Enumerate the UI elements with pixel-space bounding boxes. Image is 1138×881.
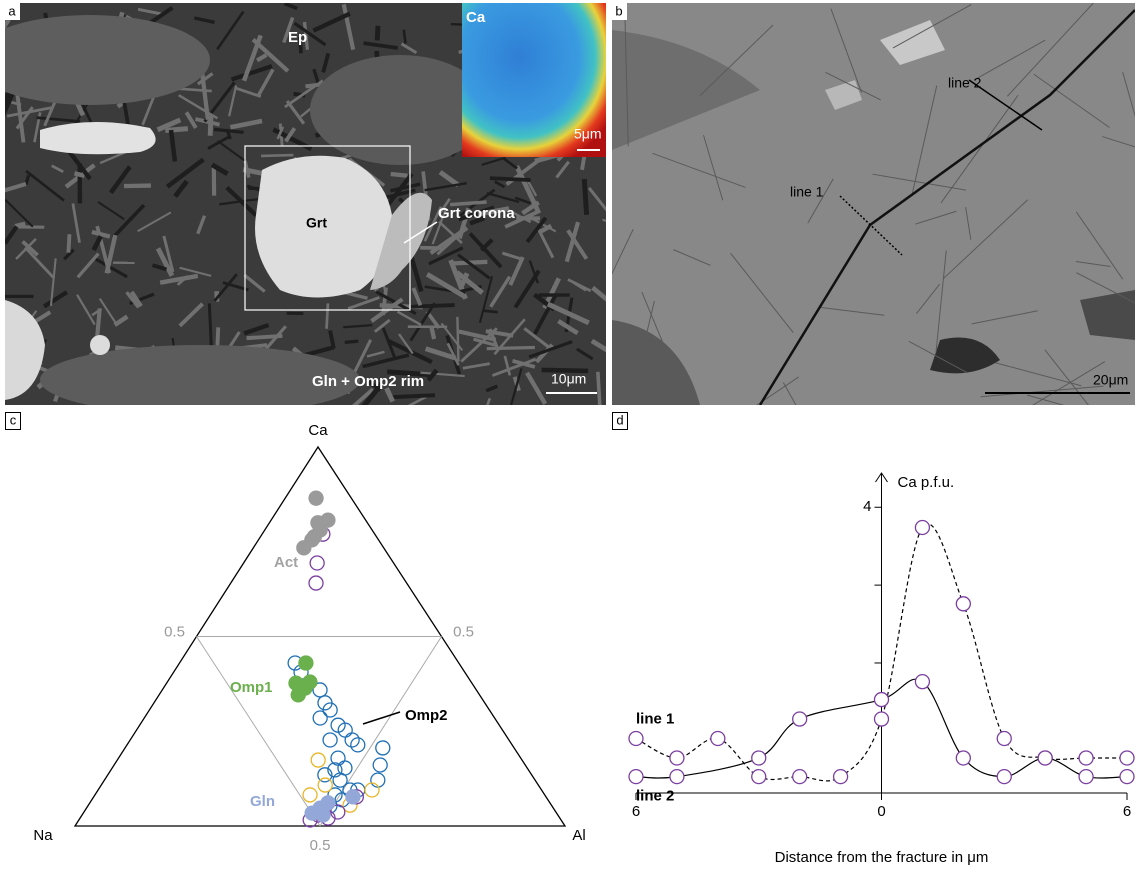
marker bbox=[956, 751, 970, 765]
x-tick-label: 6 bbox=[632, 803, 640, 820]
marker bbox=[1120, 770, 1134, 784]
marker bbox=[1079, 751, 1093, 765]
texture bbox=[487, 348, 535, 349]
marker bbox=[1079, 770, 1093, 784]
leader-line bbox=[363, 712, 400, 724]
annotation: Omp2 bbox=[405, 707, 448, 724]
texture bbox=[584, 179, 586, 215]
data-point bbox=[318, 778, 332, 792]
texture bbox=[404, 30, 406, 44]
x-tick-label: 6 bbox=[1123, 803, 1131, 820]
marker bbox=[629, 731, 643, 745]
texture bbox=[377, 26, 378, 41]
texture bbox=[247, 336, 283, 338]
marker bbox=[997, 770, 1011, 784]
data-point bbox=[376, 741, 390, 755]
x-tick-label: 0 bbox=[877, 803, 885, 820]
y-axis-label: Ca p.f.u. bbox=[898, 474, 955, 491]
tick-label: 0.5 bbox=[164, 623, 185, 640]
texture bbox=[432, 328, 435, 339]
annotation: Omp1 bbox=[230, 679, 273, 696]
data-point bbox=[310, 556, 324, 570]
y-tick-label: 4 bbox=[863, 498, 871, 515]
page: { "panels": { "a": {"label": "a", "ep": … bbox=[0, 0, 1138, 881]
texture bbox=[74, 173, 84, 175]
data-point bbox=[309, 491, 323, 505]
texture bbox=[411, 305, 455, 307]
data-point bbox=[299, 656, 313, 670]
legend-label: line 1 bbox=[636, 710, 674, 727]
texture bbox=[391, 174, 408, 176]
data-point bbox=[303, 675, 317, 689]
marker bbox=[915, 675, 929, 689]
vertex-label: Ca bbox=[308, 422, 328, 439]
marker bbox=[670, 751, 684, 765]
texture bbox=[582, 156, 584, 170]
phase-label: Grt corona bbox=[438, 205, 515, 222]
data-point bbox=[346, 790, 360, 804]
marker bbox=[1038, 751, 1052, 765]
marker bbox=[793, 712, 807, 726]
scale-label: 5μm bbox=[574, 126, 602, 142]
panel-label: d bbox=[616, 412, 623, 427]
figure: a Ep Ca 5μm Grt Grt corona Gln + Omp2 ri… bbox=[0, 0, 1138, 881]
legend-label: line 2 bbox=[636, 788, 674, 805]
marker bbox=[1120, 751, 1134, 765]
texture bbox=[210, 116, 211, 136]
inset-label: Ca bbox=[466, 9, 486, 26]
texture bbox=[217, 327, 218, 348]
texture bbox=[598, 372, 601, 415]
marker bbox=[752, 770, 766, 784]
data-point bbox=[291, 688, 305, 702]
data-point bbox=[311, 753, 325, 767]
marker bbox=[834, 770, 848, 784]
panel-label: a bbox=[8, 3, 16, 18]
marker bbox=[997, 731, 1011, 745]
x-axis-label: Distance from the fracture in μm bbox=[775, 849, 989, 866]
marker bbox=[956, 597, 970, 611]
texture bbox=[490, 178, 531, 180]
texture bbox=[457, 317, 458, 362]
panel-label: c bbox=[10, 412, 17, 427]
data-point bbox=[323, 733, 337, 747]
marker bbox=[915, 521, 929, 535]
data-point bbox=[313, 711, 327, 725]
tick-label: 0.5 bbox=[310, 837, 331, 854]
micrograph-b bbox=[552, 3, 1138, 447]
phase-label: Grt bbox=[306, 215, 327, 231]
annotation: Act bbox=[274, 554, 298, 571]
data-point bbox=[373, 758, 387, 772]
marker bbox=[629, 770, 643, 784]
texture bbox=[261, 155, 293, 156]
phase-label: Gln + Omp2 rim bbox=[312, 373, 424, 390]
annotation: Gln bbox=[250, 793, 275, 810]
marker bbox=[670, 770, 684, 784]
texture bbox=[209, 303, 211, 349]
texture bbox=[68, 234, 69, 252]
texture bbox=[327, 303, 328, 328]
marker bbox=[793, 770, 807, 784]
texture bbox=[345, 341, 359, 342]
line-label: line 1 bbox=[790, 184, 824, 200]
texture bbox=[483, 311, 497, 313]
vertex-label: Na bbox=[33, 827, 53, 844]
data-point bbox=[305, 533, 319, 547]
marker bbox=[875, 712, 889, 726]
vertex-label: Al bbox=[572, 827, 585, 844]
panel-label: b bbox=[615, 3, 622, 18]
texture bbox=[124, 186, 151, 187]
texture bbox=[165, 129, 188, 131]
marker bbox=[752, 751, 766, 765]
marker bbox=[875, 693, 889, 707]
tick-label: 0.5 bbox=[453, 623, 474, 640]
data-point bbox=[303, 788, 317, 802]
data-point bbox=[309, 576, 323, 590]
phase-label: Ep bbox=[288, 29, 307, 46]
scale-label: 20μm bbox=[1093, 372, 1128, 388]
line-label: line 2 bbox=[948, 75, 982, 91]
texture bbox=[393, 395, 435, 397]
data-point bbox=[316, 808, 330, 822]
scale-label: 10μm bbox=[551, 371, 586, 387]
marker bbox=[711, 731, 725, 745]
